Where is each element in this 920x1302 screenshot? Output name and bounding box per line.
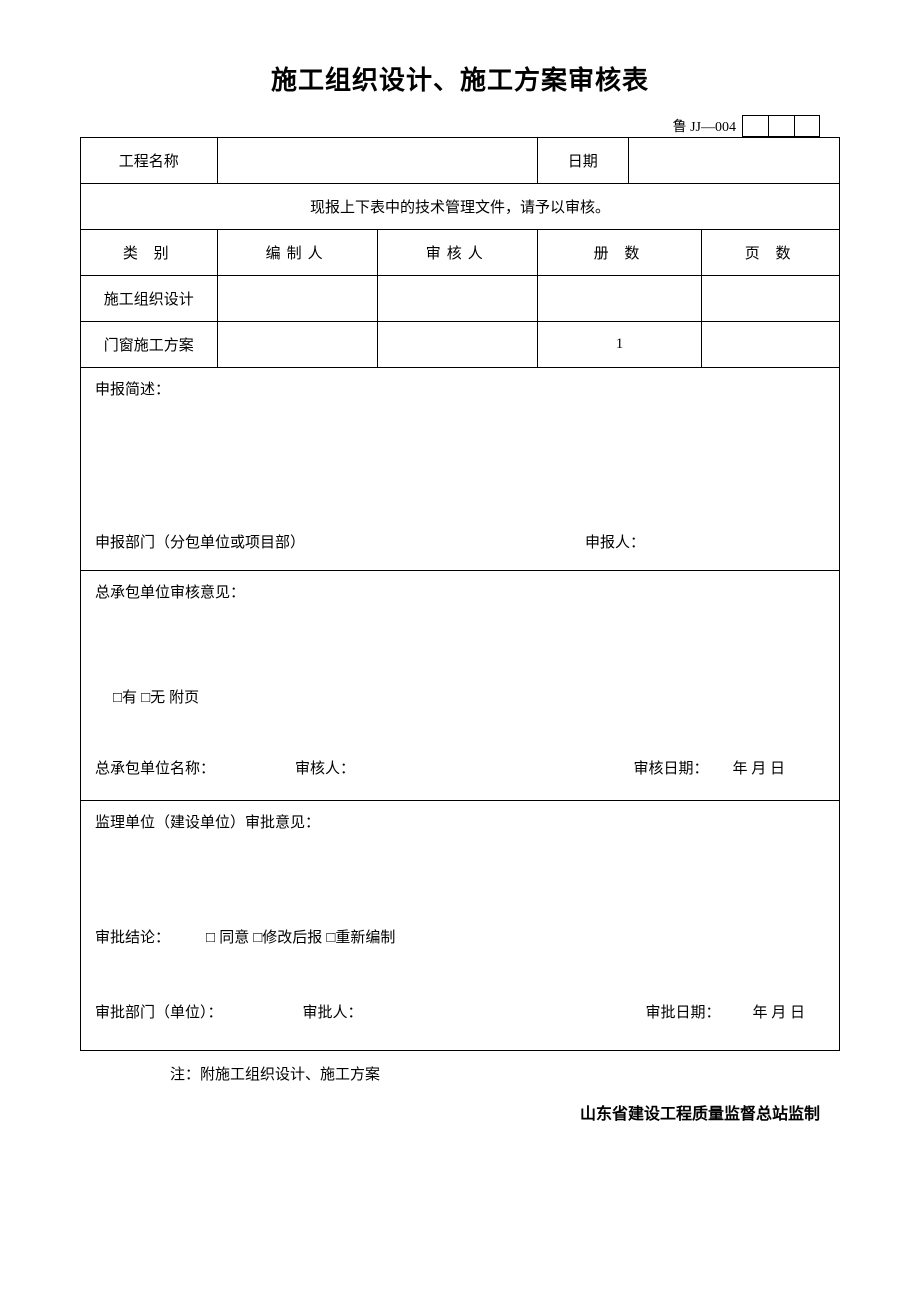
attachment-label: 附页 — [169, 686, 199, 707]
project-name-label: 工程名称 — [81, 138, 218, 184]
contractor-name-label: 总承包单位名称： — [95, 757, 215, 778]
contractor-content-area[interactable] — [95, 610, 825, 672]
form-code-label: 鲁 JJ—004 — [673, 116, 736, 136]
conclusion-label: 审批结论： — [95, 926, 170, 947]
approval-date-label: 审批日期： — [645, 1001, 720, 1022]
checkbox-revise[interactable]: □修改后报 — [253, 926, 322, 947]
cell-volumes[interactable]: 1 — [537, 322, 702, 368]
cell-volumes[interactable] — [537, 276, 702, 322]
supervisor-content-area[interactable] — [95, 840, 825, 912]
instruction-text: 现报上下表中的技术管理文件，请予以审核。 — [81, 184, 840, 230]
code-box[interactable] — [794, 115, 820, 137]
data-row-1: 施工组织设计 — [81, 276, 840, 322]
contractor-section: 总承包单位审核意见： □有 □无 附页 总承包单位名称： 审核人： 审核日期： … — [81, 571, 840, 801]
form-code-row: 鲁 JJ—004 — [80, 115, 840, 137]
instruction-row: 现报上下表中的技术管理文件，请予以审核。 — [81, 184, 840, 230]
review-date-ymd: 年 月 日 — [732, 757, 785, 778]
project-row: 工程名称 日期 — [81, 138, 840, 184]
header-pages: 页 数 — [702, 230, 840, 276]
brief-section-row: 申报简述： 申报部门（分包单位或项目部） 申报人： — [81, 368, 840, 571]
code-box[interactable] — [768, 115, 794, 137]
brief-content-area[interactable] — [95, 407, 825, 517]
cell-compiler[interactable] — [217, 276, 377, 322]
date-label: 日期 — [537, 138, 628, 184]
brief-section: 申报简述： 申报部门（分包单位或项目部） 申报人： — [81, 368, 840, 571]
cell-pages[interactable] — [702, 276, 840, 322]
cell-category: 门窗施工方案 — [81, 322, 218, 368]
approver-label: 审批人： — [303, 1001, 363, 1022]
date-value[interactable] — [628, 138, 839, 184]
supervisor-section-row: 监理单位（建设单位）审批意见： 审批结论： □ 同意 □修改后报 □重新编制 审… — [81, 801, 840, 1051]
code-box[interactable] — [742, 115, 768, 137]
cell-compiler[interactable] — [217, 322, 377, 368]
dept-label: 申报部门（分包单位或项目部） — [95, 531, 305, 552]
header-volumes: 册 数 — [537, 230, 702, 276]
main-form-table: 工程名称 日期 现报上下表中的技术管理文件，请予以审核。 类 别 编制人 审核人… — [80, 137, 840, 1051]
reporter-label: 申报人： — [585, 531, 645, 552]
code-boxes — [742, 115, 820, 137]
approval-date-ymd: 年 月 日 — [752, 1001, 805, 1022]
header-category: 类 别 — [81, 230, 218, 276]
contractor-reviewer-label: 审核人： — [295, 757, 355, 778]
page-title: 施工组织设计、施工方案审核表 — [80, 60, 840, 97]
project-name-value[interactable] — [217, 138, 537, 184]
brief-label: 申报简述： — [95, 378, 825, 399]
column-headers: 类 别 编制人 审核人 册 数 页 数 — [81, 230, 840, 276]
header-compiler: 编制人 — [217, 230, 377, 276]
cell-category: 施工组织设计 — [81, 276, 218, 322]
header-reviewer: 审核人 — [377, 230, 537, 276]
publisher: 山东省建设工程质量监督总站监制 — [80, 1100, 820, 1124]
cell-reviewer[interactable] — [377, 276, 537, 322]
checkbox-yes[interactable]: □有 — [113, 686, 137, 707]
data-row-2: 门窗施工方案 1 — [81, 322, 840, 368]
contractor-opinion-label: 总承包单位审核意见： — [95, 581, 825, 602]
review-date-label: 审核日期： — [633, 757, 708, 778]
checkbox-agree[interactable]: □ 同意 — [206, 926, 249, 947]
contractor-section-row: 总承包单位审核意见： □有 □无 附页 总承包单位名称： 审核人： 审核日期： … — [81, 571, 840, 801]
checkbox-no[interactable]: □无 — [141, 686, 165, 707]
checkbox-redo[interactable]: □重新编制 — [326, 926, 395, 947]
supervisor-section: 监理单位（建设单位）审批意见： 审批结论： □ 同意 □修改后报 □重新编制 审… — [81, 801, 840, 1051]
supervisor-opinion-label: 监理单位（建设单位）审批意见： — [95, 811, 825, 832]
footnote: 注：附施工组织设计、施工方案 — [170, 1063, 840, 1084]
approval-dept-label: 审批部门（单位）： — [95, 1001, 223, 1022]
cell-reviewer[interactable] — [377, 322, 537, 368]
cell-pages[interactable] — [702, 322, 840, 368]
